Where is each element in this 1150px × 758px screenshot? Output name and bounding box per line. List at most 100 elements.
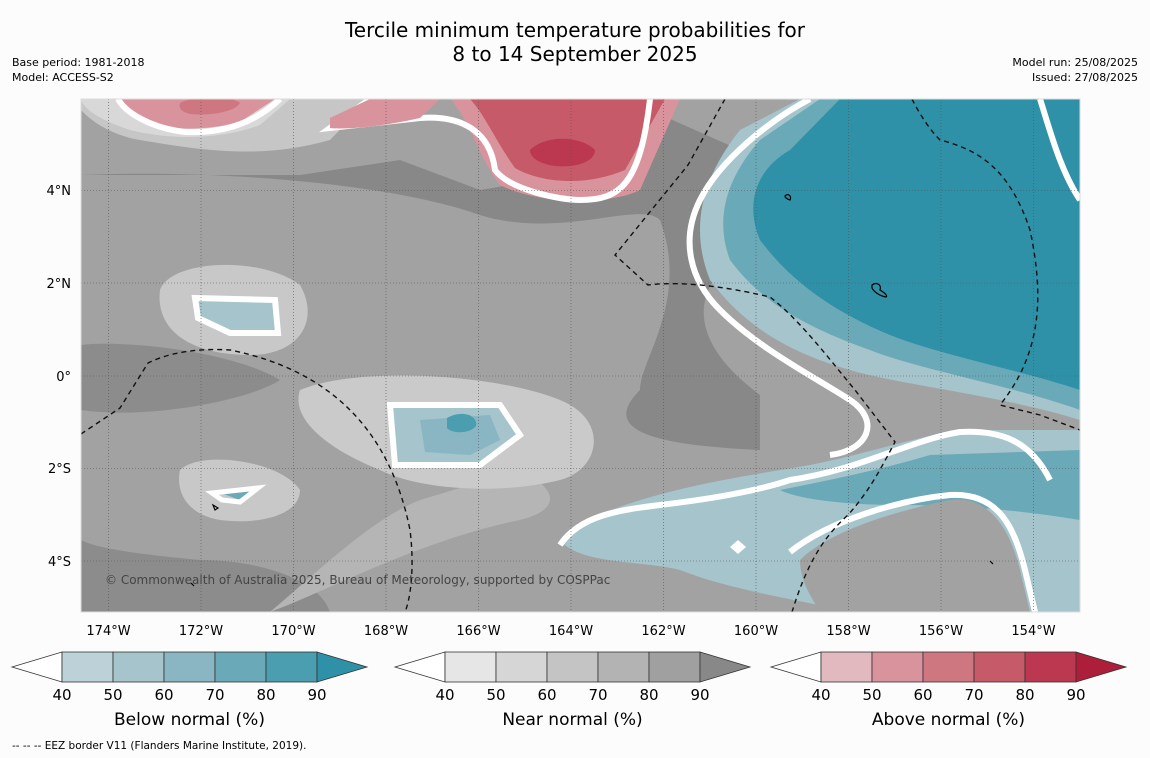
- colorbar-tick-label: 60: [913, 686, 932, 704]
- above-normal-north-center-80: [530, 138, 595, 167]
- dark-grey-region-2: [81, 343, 280, 413]
- colorbar-segment: [1024, 651, 1077, 683]
- dark-grey-region-3: [81, 540, 330, 612]
- colorbar-tick-label: 60: [537, 686, 556, 704]
- colorbar-title: Below normal (%): [114, 710, 265, 730]
- colorbar-max-arrow: [699, 651, 752, 683]
- latitude-labels: 4°N 2°N 0° 2°S 4°S: [47, 184, 72, 570]
- colorbar-tick-label: 90: [1066, 686, 1085, 704]
- islands: [190, 194, 994, 587]
- below-normal-southwest-edge: [205, 484, 267, 505]
- copyright-text: © Commonwealth of Australia 2025, Bureau…: [105, 573, 610, 587]
- above-normal-north-small: [330, 99, 440, 129]
- issued-date: Issued: 27/08/2025: [1031, 71, 1138, 84]
- below-normal-southeast-edge: [557, 428, 1053, 547]
- white-marker: [730, 540, 746, 554]
- title-line-2: 8 to 14 September 2025: [452, 42, 698, 66]
- model-run: Model run: 25/08/2025: [1012, 56, 1138, 69]
- colorbar-tick-label: 40: [435, 686, 454, 704]
- lon-label: 164°W: [549, 624, 593, 639]
- colorbar-segment: [973, 651, 1026, 683]
- island-5: [989, 560, 994, 565]
- above-normal-northwest-70: [179, 99, 240, 115]
- below-normal-east-edge: [1037, 99, 1080, 202]
- colorbar-title: Near normal (%): [502, 710, 642, 730]
- island-2: [871, 283, 888, 298]
- colorbar-tick-label: 70: [205, 686, 224, 704]
- meta-right: Model run: 25/08/2025 Issued: 27/08/2025: [1012, 55, 1138, 85]
- colorbar-max-arrow: [316, 651, 369, 683]
- colorbar-tick-label: 40: [811, 686, 830, 704]
- map-title: Tercile minimum temperature probabilitie…: [0, 18, 1150, 66]
- lon-label: 166°W: [456, 624, 500, 639]
- lon-label: 158°W: [826, 624, 870, 639]
- map-frame: [80, 98, 1081, 613]
- lon-label: 162°W: [641, 624, 685, 639]
- colorbar-tick-label: 40: [52, 686, 71, 704]
- colorbar-max-arrow: [1075, 651, 1128, 683]
- lat-label: 4°N: [47, 184, 72, 199]
- colorbar-min-arrow: [10, 651, 63, 683]
- colorbar-segment: [444, 651, 497, 683]
- colorbar-tick-label: 80: [256, 686, 275, 704]
- colorbar-tick-label: 70: [964, 686, 983, 704]
- colorbar-segment: [112, 651, 165, 683]
- colorbar-tick-label: 80: [639, 686, 658, 704]
- lat-label: 4°S: [48, 555, 71, 570]
- below-normal-west-edge: [191, 294, 282, 336]
- colorbar-segment: [61, 651, 114, 683]
- lat-label: 2°S: [48, 462, 71, 477]
- colorbar-tick-label: 50: [862, 686, 881, 704]
- colorbar-title: Above normal (%): [872, 710, 1025, 730]
- lon-label: 156°W: [919, 624, 963, 639]
- colorbar-segment: [546, 651, 599, 683]
- colorbar-tick-label: 90: [690, 686, 709, 704]
- colorbar-tick-label: 70: [588, 686, 607, 704]
- colorbar-segment: [163, 651, 216, 683]
- lat-label: 2°N: [47, 277, 72, 292]
- colorbar-segment: [820, 651, 873, 683]
- colorbar-min-arrow: [769, 651, 822, 683]
- lon-label: 160°W: [734, 624, 778, 639]
- colorbar: 40 50 60 70 80 90 Below normal (%): [10, 651, 369, 730]
- above-normal-northwest-edge: [115, 99, 283, 136]
- colorbar-segment: [648, 651, 701, 683]
- above-normal-north-center-edge: [319, 99, 653, 204]
- meta-left: Base period: 1981-2018 Model: ACCESS-S2: [12, 55, 144, 85]
- colorbars: 40 50 60 70 80 90 Below normal (%) 40 50 60 70 80 90…: [10, 651, 1128, 730]
- colorbar: 40 50 60 70 80 90 Above normal (%): [769, 651, 1128, 730]
- colorbar-tick-label: 50: [103, 686, 122, 704]
- below-normal-southeast-70: [780, 450, 1080, 520]
- model-name: Model: ACCESS-S2: [12, 71, 114, 84]
- longitude-labels: 174°W 172°W 170°W 168°W 166°W 164°W 162°…: [86, 624, 1055, 639]
- below-normal-central-70: [447, 413, 477, 433]
- lat-label: 0°: [56, 370, 71, 385]
- lon-label: 154°W: [1011, 624, 1055, 639]
- colorbar-min-arrow: [393, 651, 446, 683]
- colorbar-segment: [495, 651, 548, 683]
- below-normal-central-60: [420, 415, 500, 455]
- lon-label: 168°W: [364, 624, 408, 639]
- colorbar-tick-label: 80: [1015, 686, 1034, 704]
- island-4: [190, 582, 195, 587]
- mid-grey-region: [270, 470, 550, 612]
- lon-label: 170°W: [271, 624, 315, 639]
- title-line-1: Tercile minimum temperature probabilitie…: [344, 18, 806, 42]
- island-3: [211, 503, 220, 511]
- colorbar-segment: [214, 651, 267, 683]
- colorbar-segment: [265, 651, 318, 683]
- near-normal-southeast-inset-edge: [788, 491, 1038, 612]
- below-normal-northeast-edge: [686, 99, 871, 458]
- map-panel: [81, 99, 1080, 612]
- island-1: [784, 194, 792, 201]
- below-normal-central-edge: [386, 402, 525, 468]
- eez-footnote: -- -- -- EEZ border V11 (Flanders Marine…: [12, 740, 307, 752]
- colorbar-segment: [871, 651, 924, 683]
- colorbar: 40 50 60 70 80 90 Near normal (%): [393, 651, 752, 730]
- base-period: Base period: 1981-2018: [12, 56, 145, 69]
- colorbar-tick-label: 90: [307, 686, 326, 704]
- colorbar-segment: [922, 651, 975, 683]
- lon-label: 174°W: [86, 624, 130, 639]
- colorbar-segment: [597, 651, 650, 683]
